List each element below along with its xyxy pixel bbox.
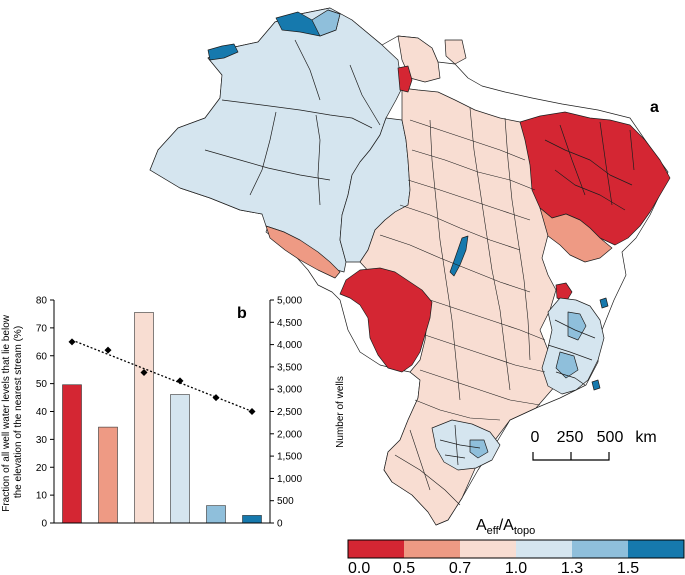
scale-bar-line bbox=[532, 452, 610, 461]
chart-left-tick-label-4: 40 bbox=[36, 407, 48, 418]
region-northeast-salmon bbox=[539, 207, 613, 263]
region-coast-blue bbox=[599, 297, 609, 309]
chart-right-tick-label-9: 4,500 bbox=[277, 318, 302, 329]
legend-tick-label-5: 1.5 bbox=[617, 560, 639, 575]
region-south-subdiv bbox=[439, 424, 481, 466]
chart-right-tick-label-5: 2,500 bbox=[277, 407, 302, 418]
chart-left-axis-label-line2: the elevation of the nearest stream (%) bbox=[13, 326, 24, 498]
scale-bar-unit: km bbox=[635, 429, 656, 446]
chart-point-1 bbox=[104, 346, 112, 354]
chart-right-ticks: 0 500 1,000 1,500 2,000 2,500 3,000 3,500 4,000 4… bbox=[270, 296, 302, 530]
legend-swatch-5 bbox=[628, 540, 684, 558]
panel-b-chart: 0 10 20 30 40 50 60 70 80 0 500 1,000 1,500 2,000 2,5… bbox=[1, 296, 346, 530]
legend-tick-label-1: 0.5 bbox=[393, 560, 415, 575]
chart-right-tick-label-2: 1,000 bbox=[277, 474, 302, 485]
region-northeast-subdiv bbox=[544, 121, 635, 211]
legend-title-sub2: topo bbox=[514, 525, 535, 537]
region-southeast-subdiv bbox=[547, 319, 596, 386]
chart-left-ticks: 0 10 20 30 40 50 60 70 80 bbox=[36, 296, 54, 530]
chart-right-tick-label-0: 0 bbox=[277, 519, 283, 530]
chart-left-tick-label-3: 30 bbox=[36, 435, 48, 446]
watershed-lines bbox=[379, 107, 546, 506]
region-acre bbox=[265, 225, 341, 279]
chart-left-tick-label-5: 50 bbox=[36, 379, 48, 390]
chart-left-tick-label-1: 10 bbox=[36, 491, 48, 502]
chart-bar-1 bbox=[98, 426, 118, 524]
legend-swatch-1 bbox=[404, 540, 460, 558]
chart-trendline bbox=[71, 339, 253, 412]
region-northwest-blue-2 bbox=[207, 43, 239, 61]
legend-title: Aeff/Atopo bbox=[476, 517, 535, 537]
legend-title-sub1: eff bbox=[487, 525, 500, 537]
chart-right-tick-label-7: 3,500 bbox=[277, 362, 302, 373]
legend-frame bbox=[347, 539, 685, 559]
region-coast-blue-2 bbox=[591, 379, 601, 391]
region-amapa-2 bbox=[444, 39, 467, 65]
chart-right-tick-label-4: 2,000 bbox=[277, 429, 302, 440]
region-southeast-blue-2 bbox=[555, 351, 579, 379]
chart-left-axis-label: Fraction of all well water levels that l… bbox=[1, 312, 24, 512]
region-south-blue bbox=[431, 419, 501, 471]
legend-swatch-4 bbox=[572, 540, 628, 558]
chart-right-tick-label-3: 1,500 bbox=[277, 452, 302, 463]
chart-background bbox=[54, 299, 270, 524]
chart-left-tick-label-2: 20 bbox=[36, 463, 48, 474]
chart-point-2 bbox=[140, 368, 148, 376]
chart-left-tick-label-6: 60 bbox=[36, 351, 48, 362]
chart-bars bbox=[62, 312, 262, 524]
chart-right-tick-label-1: 500 bbox=[277, 496, 294, 507]
color-legend: Aeff/Atopo 0.0 0.5 0.7 1.0 1.3 1.5 bbox=[347, 517, 685, 575]
chart-bar-2 bbox=[134, 312, 154, 524]
region-southeast-blue bbox=[541, 297, 605, 395]
chart-bar-0 bbox=[62, 384, 82, 524]
scale-bar-tick-0: 0 bbox=[531, 429, 540, 446]
legend-swatch-3 bbox=[516, 540, 572, 558]
legend-tick-label-2: 0.7 bbox=[449, 560, 471, 575]
chart-right-tick-label-10: 5,000 bbox=[277, 296, 302, 307]
legend-tick-label-4: 1.3 bbox=[561, 560, 583, 575]
legend-tick-label-0: 0.0 bbox=[348, 560, 370, 575]
scale-bar-tick-250: 250 bbox=[557, 429, 584, 446]
region-bahia-red bbox=[555, 282, 573, 303]
panel-b-label: b bbox=[237, 305, 247, 322]
chart-right-tick-label-8: 4,000 bbox=[277, 340, 302, 351]
chart-left-tick-label-0: 0 bbox=[41, 519, 47, 530]
chart-bar-5 bbox=[242, 515, 262, 524]
legend-swatches bbox=[347, 539, 685, 559]
region-red-southwest bbox=[339, 267, 433, 373]
brazil-map bbox=[149, 7, 671, 526]
scale-bar-tick-500: 500 bbox=[597, 429, 624, 446]
chart-point-4 bbox=[212, 394, 220, 402]
chart-point-3 bbox=[176, 377, 184, 385]
chart-right-tick-label-6: 3,000 bbox=[277, 385, 302, 396]
chart-right-axis-label: Number of wells bbox=[335, 376, 346, 448]
legend-title-sep: /A bbox=[499, 517, 514, 534]
chart-left-tick-label-7: 70 bbox=[36, 323, 48, 334]
chart-bar-3 bbox=[170, 394, 190, 524]
legend-swatch-2 bbox=[460, 540, 516, 558]
region-amazon-sub1 bbox=[204, 39, 381, 206]
legend-tick-label-3: 1.0 bbox=[505, 560, 527, 575]
chart-left-axis-label-line1: Fraction of all well water levels that l… bbox=[1, 314, 12, 512]
region-northwest-lightblue bbox=[311, 9, 341, 37]
region-red-roraima bbox=[397, 65, 413, 93]
panel-a-label: a bbox=[650, 99, 659, 116]
chart-left-tick-label-8: 80 bbox=[36, 296, 48, 307]
region-south-blue-2 bbox=[469, 439, 489, 459]
legend-swatch-0 bbox=[348, 540, 404, 558]
chart-points bbox=[68, 338, 256, 415]
reservoir-tocantins bbox=[449, 235, 469, 277]
chart-bar-4 bbox=[206, 505, 226, 524]
chart-point-0 bbox=[68, 338, 76, 346]
legend-title-a: A bbox=[476, 517, 487, 534]
scale-bar: 0 250 500 km bbox=[531, 429, 657, 461]
chart-point-5 bbox=[248, 408, 256, 415]
legend-tick-labels: 0.0 0.5 0.7 1.0 1.3 1.5 bbox=[348, 560, 639, 575]
region-northeast-red bbox=[519, 111, 671, 246]
